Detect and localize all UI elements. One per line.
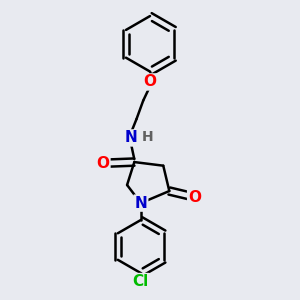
Text: Cl: Cl [133,274,149,289]
Text: N: N [134,196,147,211]
Text: H: H [142,130,153,144]
Text: O: O [96,156,110,171]
Text: O: O [143,74,157,89]
Text: O: O [188,190,201,205]
Text: N: N [124,130,137,146]
